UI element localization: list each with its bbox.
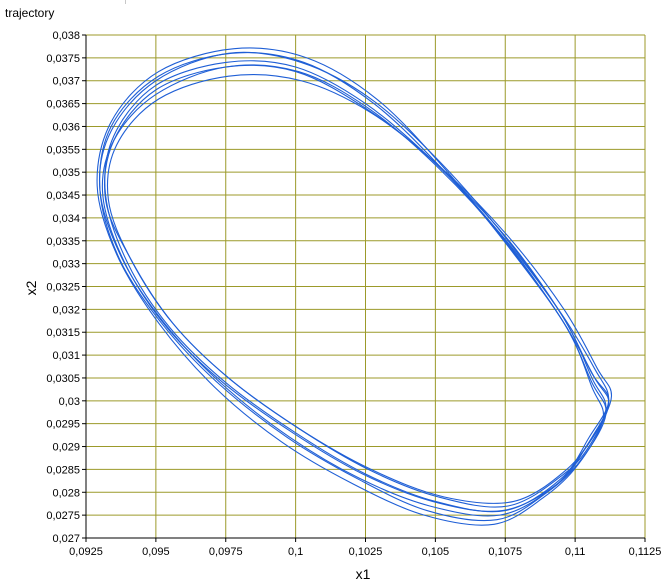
y-tick-label: 0,0295	[46, 419, 80, 431]
y-tick-label: 0,0375	[46, 53, 80, 65]
y-tick-label: 0,0285	[46, 464, 80, 476]
x-tick-label: 0,1	[288, 546, 303, 558]
y-tick-label: 0,0365	[46, 99, 80, 111]
x-tick-label: 0,1075	[488, 546, 522, 558]
y-tick-label: 0,029	[52, 442, 80, 454]
y-tick-label: 0,037	[52, 76, 80, 88]
x-tick-label: 0,0975	[209, 546, 243, 558]
x-axis-label: x1	[356, 566, 371, 582]
y-tick-label: 0,031	[52, 350, 80, 362]
y-tick-label: 0,027	[52, 533, 80, 545]
y-tick-label: 0,0315	[46, 327, 80, 339]
panel-title: trajectory	[5, 6, 55, 20]
y-tick-label: 0,034	[52, 213, 80, 225]
y-tick-label: 0,03	[59, 396, 80, 408]
y-tick-label: 0,032	[52, 304, 80, 316]
y-tick-label: 0,0305	[46, 373, 80, 385]
y-axis-label: x2	[23, 280, 39, 295]
x-tick-label: 0,11	[565, 546, 586, 558]
x-tick-label: 0,0925	[69, 546, 103, 558]
trajectory-loop	[106, 74, 613, 505]
x-tick-label: 0,1025	[349, 546, 383, 558]
y-tick-label: 0,028	[52, 487, 80, 499]
plot-frame	[82, 34, 646, 542]
y-tick-label: 0,038	[52, 30, 80, 42]
y-tick-labels: 0,038 0,0375 0,037 0,0365 0,036 0,0355 0,035 0,…	[46, 30, 80, 545]
y-tick-label: 0,035	[52, 167, 80, 179]
y-tick-label: 0,036	[52, 121, 80, 133]
x-tick-labels: 0,0925 0,095 0,0975 0,1 0,1025 0,105 0,1075 0,1…	[69, 546, 661, 558]
x-tick-label: 0,105	[422, 546, 450, 558]
window-divider	[125, 0, 126, 4]
y-tick-label: 0,0355	[46, 144, 80, 156]
y-tick-label: 0,0335	[46, 236, 80, 248]
y-tick-label: 0,0275	[46, 510, 80, 522]
trajectory-loop	[103, 64, 610, 508]
x-tick-label: 0,095	[142, 546, 170, 558]
y-tick-label: 0,0325	[46, 282, 80, 294]
x-tick-label: 0,1125	[629, 546, 662, 558]
data-layer	[96, 47, 613, 526]
y-tick-label: 0,0345	[46, 190, 80, 202]
y-tick-label: 0,033	[52, 259, 80, 271]
trajectory-loop	[99, 52, 607, 522]
